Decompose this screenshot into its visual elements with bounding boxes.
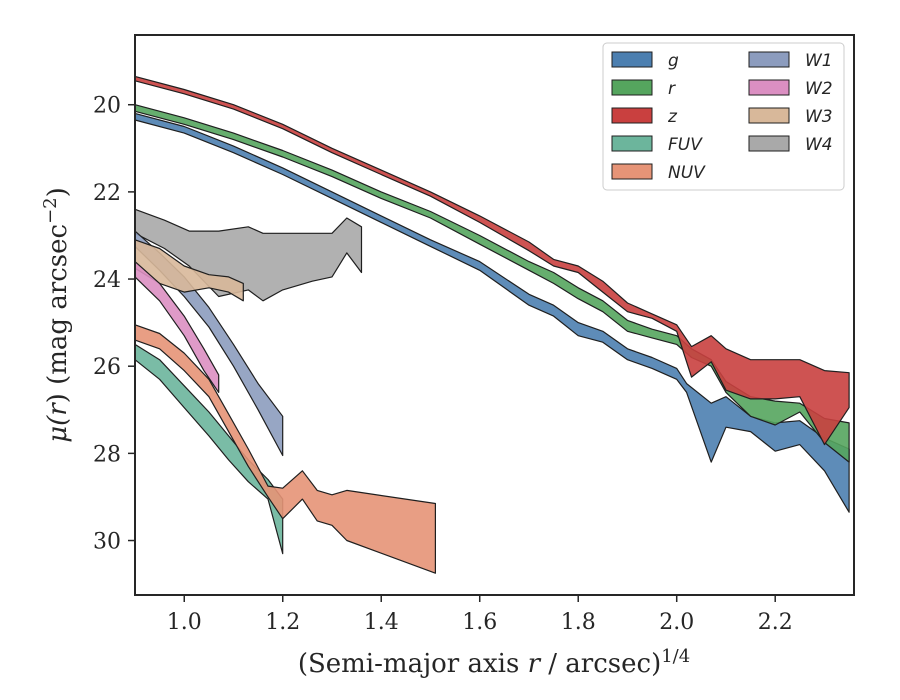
legend-label-w3: W3 [805, 107, 833, 127]
y-tick-label: 26 [93, 355, 121, 380]
x-tick-label: 1.2 [265, 610, 300, 635]
plot-frame [134, 34, 855, 596]
legend-label-fuv: FUV [668, 135, 703, 155]
legend: grz FUV NUV W1 W2 W3 W4 [602, 42, 845, 191]
legend-swatch-w1 [748, 51, 790, 68]
legend-swatch-fuv [611, 135, 653, 152]
x-tick-label: 2.2 [758, 610, 793, 635]
x-tick-label: 2.0 [659, 610, 694, 635]
series-band-g [134, 112, 850, 513]
legend-swatch-z [611, 107, 653, 124]
legend-swatch-w2 [748, 79, 790, 96]
legend-label-w2: W2 [805, 79, 833, 99]
y-axis: 20 22 24 26 28 30 [93, 94, 135, 555]
y-tick-label: 22 [93, 181, 121, 206]
x-tick-label: 1.8 [561, 610, 596, 635]
y-tick-label: 30 [93, 530, 121, 555]
legend-label-w4: W4 [805, 135, 833, 155]
legend-swatch-w4 [748, 135, 790, 152]
legend-swatch-w3 [748, 107, 790, 124]
series-band-z [134, 75, 850, 446]
legend-swatch-nuv [611, 163, 653, 180]
x-axis-label: (Semi-major axis r / arcsec)1/4 [298, 646, 690, 679]
y-tick-label: 24 [93, 268, 121, 293]
legend-label-w1: W1 [805, 51, 833, 71]
x-tick-label: 1.0 [167, 610, 202, 635]
x-tick-label: 1.6 [462, 610, 497, 635]
legend-swatch-g [611, 51, 653, 68]
y-tick-label: 20 [93, 94, 121, 119]
y-axis-label: μ(r) (mag arcsec−2) [40, 187, 73, 443]
y-tick-label: 28 [93, 442, 121, 467]
x-axis: 1.0 1.2 1.4 1.6 1.8 2.0 2.2 [167, 595, 793, 635]
series-band-w2 [134, 261, 220, 393]
series-band-r [134, 104, 850, 463]
legend-label-z: z [667, 107, 678, 127]
x-tick-label: 1.4 [364, 610, 399, 635]
bands-layer [134, 75, 850, 574]
legend-label-nuv: NUV [668, 163, 706, 183]
legend-swatch-r [611, 79, 653, 96]
series-band-fuv [134, 343, 284, 555]
series-band-nuv [134, 324, 436, 574]
legend-label-g: g [668, 51, 679, 71]
legend-label-r: r [668, 79, 676, 99]
